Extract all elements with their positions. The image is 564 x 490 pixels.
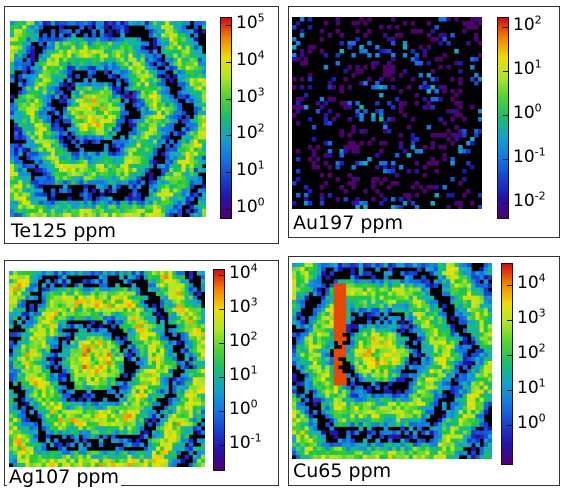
colorbar-tick (503, 27, 508, 28)
colorbar-tick (219, 377, 224, 378)
colorbar-cu65 (501, 263, 513, 465)
heatmap-ag107 (9, 271, 205, 467)
colorbar-tick (226, 209, 231, 210)
colorbar-tick-label: 102 (229, 329, 258, 351)
colorbar-tick (219, 275, 224, 276)
heatmap-cu65 (292, 263, 492, 459)
colorbar-tick-label: 103 (229, 295, 258, 317)
panel-label-au197: Au197 ppm (291, 212, 405, 235)
heatmap-te125 (10, 21, 206, 217)
colorbar-tick-label: 101 (513, 57, 542, 79)
colorbar-te125 (220, 17, 232, 219)
colorbar-tick-label: 103 (236, 85, 265, 107)
colorbar-tick-label: 105 (236, 11, 265, 33)
colorbar-tick-label: 10-1 (229, 431, 262, 453)
colorbar-tick (507, 355, 512, 356)
colorbar-ag107 (213, 269, 225, 471)
colorbar-tick (226, 25, 231, 26)
colorbar-tick-label: 102 (236, 121, 265, 143)
panel-te125: Te125 ppm 100 101 102 103 104 105 (4, 6, 279, 244)
colorbar-tick-label: 100 (236, 195, 265, 217)
colorbar-tick (226, 135, 231, 136)
colorbar-tick-label: 101 (236, 158, 265, 180)
colorbar-tick-label: 102 (517, 341, 546, 363)
colorbar-tick (219, 445, 224, 446)
colorbar-tick (503, 203, 508, 204)
panel-label-te125: Te125 ppm (9, 220, 119, 243)
colorbar-tick (219, 309, 224, 310)
colorbar-tick (503, 159, 508, 160)
colorbar-tick (507, 425, 512, 426)
colorbar-tick-label: 104 (236, 48, 265, 70)
colorbar-tick (503, 115, 508, 116)
colorbar-tick-label: 100 (229, 397, 258, 419)
colorbar-tick (226, 99, 231, 100)
panel-label-cu65: Cu65 ppm (291, 460, 394, 483)
panel-au197: Au197 ppm 10-2 10-1 100 101 102 (288, 6, 560, 238)
panel-cu65: Cu65 ppm 100 101 102 103 104 (288, 256, 560, 486)
colorbar-tick-label: 103 (517, 306, 546, 328)
colorbar-tick (219, 343, 224, 344)
colorbar-tick-label: 104 (229, 261, 258, 283)
colorbar-tick (507, 285, 512, 286)
colorbar-tick (219, 411, 224, 412)
colorbar-tick-label: 10-1 (513, 145, 546, 167)
colorbar-tick-label: 104 (517, 271, 546, 293)
colorbar-tick-label: 101 (229, 363, 258, 385)
colorbar-tick (507, 320, 512, 321)
colorbar-tick-label: 10-2 (513, 189, 546, 211)
colorbar-tick (503, 71, 508, 72)
colorbar-tick (507, 390, 512, 391)
colorbar-tick (226, 172, 231, 173)
colorbar-tick-label: 101 (517, 376, 546, 398)
colorbar-tick (226, 62, 231, 63)
heatmap-au197 (292, 17, 482, 209)
panel-ag107: Ag107 ppm 10-1 100 101 102 103 104 (4, 260, 279, 489)
colorbar-tick-label: 100 (513, 101, 542, 123)
colorbar-tick-label: 100 (517, 411, 546, 433)
colorbar-tick-label: 102 (513, 13, 542, 35)
colorbar-au197 (497, 17, 509, 219)
panel-label-ag107: Ag107 ppm (7, 466, 121, 489)
